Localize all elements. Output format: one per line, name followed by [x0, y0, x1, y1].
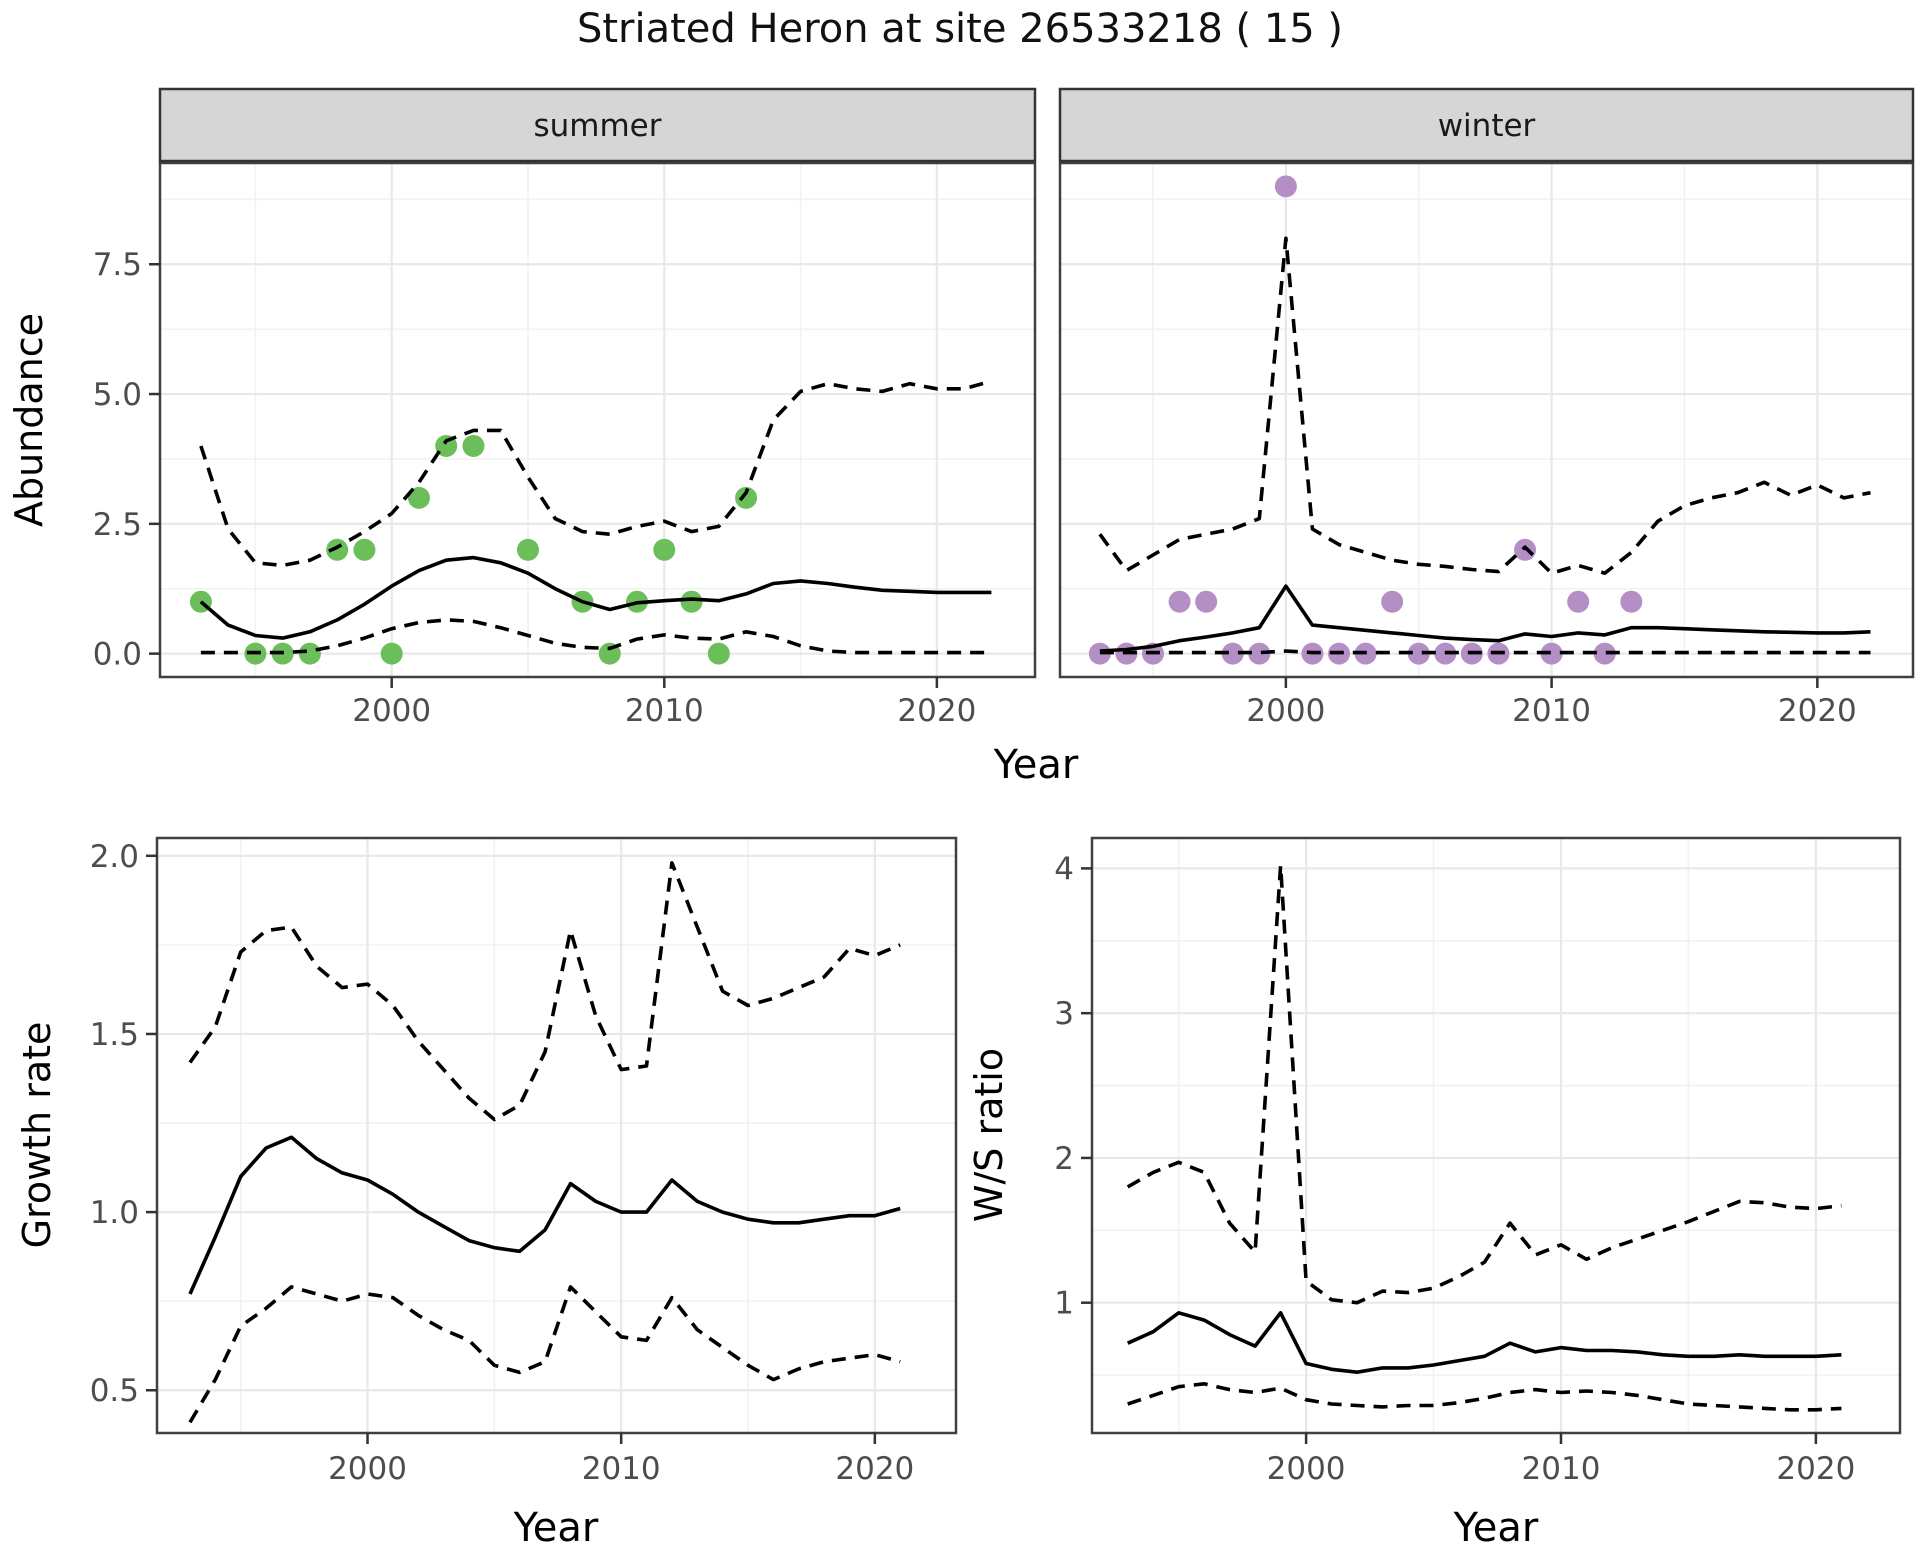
data-point: [1567, 590, 1590, 613]
gridlines: [1092, 838, 1900, 1433]
panel-background: [1060, 163, 1913, 677]
data-point: [380, 642, 403, 665]
x-axis-title: Year: [1453, 1505, 1539, 1551]
lower95-line: [200, 618, 992, 655]
facet-strip: winter: [1058, 87, 1915, 163]
x-axis: 2000 2010 2020: [328, 1433, 914, 1487]
x-tick-label: 2000: [328, 1451, 407, 1487]
panel-background: [157, 838, 956, 1433]
data-point: [1221, 642, 1244, 665]
y-tick-label: 1: [1054, 1286, 1074, 1322]
facet-strip: summer: [158, 87, 1037, 163]
gridlines: [157, 838, 956, 1433]
upper95-line: [1126, 863, 1842, 1305]
y-axis: 1 2 3 4: [1054, 851, 1092, 1322]
data-point: [407, 486, 430, 509]
data-point: [653, 538, 676, 561]
y-tick-label: 5.0: [93, 377, 142, 413]
y-tick-label: 0.5: [90, 1373, 139, 1409]
y-axis-title: W/S ratio: [967, 1048, 1011, 1222]
x-tick-label: 2010: [582, 1451, 661, 1487]
x-axis: 2000 2010 2020: [1246, 677, 1857, 729]
data-point: [516, 538, 539, 561]
facet-strip-box: [158, 87, 1037, 163]
facet-strip-label: summer: [533, 108, 661, 144]
x-axis: 2000 2010 2020: [352, 677, 976, 729]
y-axis: 0.5 1.0 1.5 2.0: [90, 839, 157, 1409]
x-tick-label: 2000: [352, 693, 431, 729]
upper95-line: [188, 861, 901, 1122]
x-tick-label: 2010: [1522, 1451, 1601, 1487]
x-tick-label: 2010: [625, 693, 704, 729]
lower95-line: [1127, 1382, 1842, 1412]
x-tick-label: 2000: [1246, 693, 1325, 729]
data-point: [1381, 590, 1404, 613]
data-point: [1168, 590, 1191, 613]
panel-background: [1092, 838, 1900, 1433]
y-axis: 0.0 2.5 5.0 7.5: [93, 247, 160, 673]
mean-line: [1099, 584, 1871, 653]
mean-line: [188, 1135, 901, 1295]
panel-background: [160, 163, 1035, 677]
data-point: [462, 434, 485, 457]
x-tick-label: 2020: [1776, 1451, 1855, 1487]
y-tick-label: 7.5: [93, 247, 142, 283]
data-point: [1540, 642, 1563, 665]
data-point: [735, 486, 758, 509]
lower95-line: [1099, 649, 1871, 655]
y-tick-label: 1.5: [90, 1017, 139, 1053]
data-point: [1407, 642, 1430, 665]
data-point: [1620, 590, 1643, 613]
data-point: [1195, 590, 1218, 613]
data-point: [1248, 642, 1271, 665]
panel-border: [1058, 161, 1915, 679]
y-tick-label: 2: [1054, 1141, 1074, 1177]
panel-abundance_summer: summer 2000 2010 2020 0.0 2.5 5.0 7.5 Abundance: [7, 87, 1037, 729]
x-tick-label: 2000: [1267, 1451, 1346, 1487]
y-tick-label: 2.0: [90, 839, 139, 875]
plot-title: Striated Heron at site 26533218 ( 15 ): [576, 6, 1344, 52]
panel-growth_rate: 2000 2010 2020 0.5 1.0 1.5 2.0 Growth rate Year: [15, 836, 958, 1551]
facet-strip-box: [1058, 87, 1915, 163]
x-tick-label: 2020: [835, 1451, 914, 1487]
data-point: [1088, 642, 1111, 665]
panel-ws_ratio: 2000 2010 2020 1 2 3 4 W/S ratio Year: [967, 836, 1902, 1551]
mean-line: [199, 555, 992, 640]
facet-strip-label: winter: [1438, 108, 1536, 144]
x-tick-label: 2010: [1512, 693, 1591, 729]
y-tick-label: 3: [1054, 996, 1074, 1032]
data-point: [1274, 175, 1297, 198]
y-tick-label: 1.0: [90, 1195, 139, 1231]
data-point: [298, 642, 321, 665]
lower95-line: [188, 1285, 901, 1424]
x-axis-title: Year: [513, 1505, 599, 1551]
panel-border: [155, 836, 958, 1435]
y-tick-label: 0.0: [93, 637, 142, 673]
data-point: [707, 642, 730, 665]
panel-border: [1090, 836, 1902, 1435]
data-point: [680, 590, 703, 613]
x-tick-label: 2020: [897, 693, 976, 729]
x-axis: 2000 2010 2020: [1267, 1433, 1855, 1487]
panel-border: [158, 161, 1037, 679]
upper95-line: [199, 379, 992, 568]
x-tick-label: 2020: [1778, 693, 1857, 729]
panel-abundance_winter: winter 2000 2010 2020: [1058, 87, 1915, 729]
y-axis-title: Growth rate: [15, 1022, 59, 1249]
y-tick-label: 4: [1054, 851, 1074, 887]
y-tick-label: 2.5: [93, 507, 142, 543]
data-point: [1514, 538, 1537, 561]
top-row-x-axis-title: Year: [993, 742, 1079, 788]
data-point: [1593, 642, 1616, 665]
data-point: [353, 538, 376, 561]
data-point: [326, 538, 349, 561]
upper95-line: [1098, 236, 1871, 575]
y-axis-title: Abundance: [7, 313, 51, 527]
mean-line: [1126, 1311, 1842, 1374]
